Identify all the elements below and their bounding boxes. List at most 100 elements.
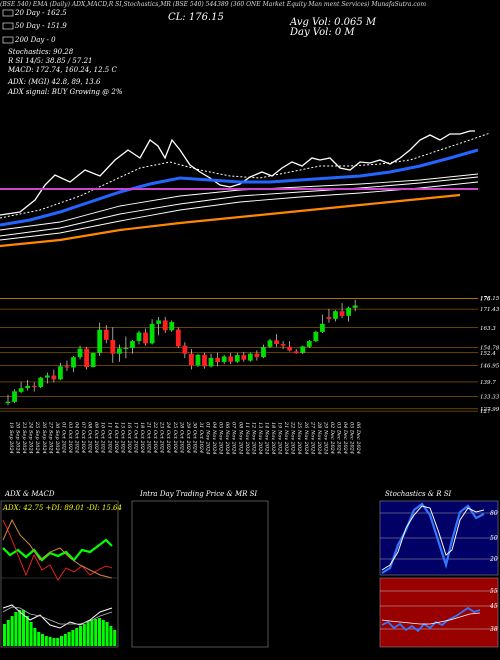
candle-body <box>162 320 168 331</box>
candle-body <box>38 377 44 387</box>
candle <box>261 344 266 359</box>
date-tick-label: 22 Oct 2024 <box>152 421 158 453</box>
stoch-k-line <box>381 502 485 574</box>
date-tick-label: 08 Oct 2024 <box>87 422 93 453</box>
date-tick-label: 23 Oct 2024 <box>159 421 165 453</box>
candle <box>110 327 116 363</box>
date-tick-label: 14 Nov 2024 <box>263 422 269 454</box>
macd-histogram-bar <box>60 636 63 646</box>
date-tick-label: 09 Oct 2024 <box>93 422 99 453</box>
date-tick-label: 13 Nov 2024 <box>257 422 263 454</box>
candle-body <box>44 375 50 378</box>
date-tick-label: 25 Nov 2024 <box>296 421 302 454</box>
price-gridlines <box>0 298 478 412</box>
candle-body <box>274 340 279 345</box>
ema200-label: 200 Day - 0 <box>15 36 56 44</box>
ema-overview <box>0 130 491 248</box>
candle-body <box>5 401 11 404</box>
date-tick-label: 15 Oct 2024 <box>119 422 125 453</box>
candle <box>254 350 260 361</box>
date-tick-label: 03 Oct 2024 <box>67 422 73 453</box>
macd-histogram <box>3 610 117 646</box>
date-tick-label: 04 Dec 2024 <box>342 422 348 454</box>
date-tick-label: 01 Oct 2024 <box>60 422 66 453</box>
macd-line <box>2 604 113 629</box>
candle-body <box>306 341 312 347</box>
candle-body <box>149 323 155 344</box>
date-tick-label: 28 Nov 2024 <box>316 421 322 454</box>
candle <box>149 319 155 345</box>
candle <box>313 330 319 343</box>
adx-values: ADX: 42.75 +DI: 89.01 -DI: 15.64 <box>2 504 122 512</box>
candle <box>90 352 96 368</box>
date-tick-label: 26 Sep 2024 <box>41 421 47 454</box>
candle <box>293 349 299 354</box>
date-tick-label: 07 Nov 2024 <box>231 422 237 454</box>
macd-histogram-bar <box>3 624 6 646</box>
date-tick-label: 24 Sep 2024 <box>28 421 34 454</box>
price-tick-label: 176.15 <box>480 296 500 302</box>
date-tick-label: 21 Oct 2024 <box>146 421 152 453</box>
rsi-tick-38: 38 <box>490 626 498 633</box>
macd-histogram-bar <box>14 612 18 646</box>
adx-signal-label: ADX signal: BUY Growing @ 2% <box>8 88 123 96</box>
macd-histogram-bar <box>44 636 48 646</box>
date-tick-label: 05 Dec 2024 <box>349 422 355 454</box>
candle-body <box>195 354 201 366</box>
date-tick-label: 30 Oct 2024 <box>191 422 197 453</box>
candle-body <box>51 375 57 380</box>
candle-body <box>31 385 37 387</box>
candle <box>58 362 63 381</box>
stochastics-panel: 80 50 20 <box>379 500 499 576</box>
date-tick-label: 16 Oct 2024 <box>126 422 132 453</box>
candle-body <box>313 331 319 342</box>
candle-body <box>352 305 358 308</box>
candles <box>5 299 358 406</box>
macd-histogram-bar <box>90 620 94 646</box>
candle <box>280 341 286 350</box>
price-tick-label: 171.43 <box>480 307 500 313</box>
candle-body <box>215 357 220 362</box>
candle-body <box>333 311 338 319</box>
macd-signal-line <box>2 606 113 625</box>
date-tick-label: 31 Oct 2024 <box>198 422 204 453</box>
candle <box>18 381 24 394</box>
candle-body <box>58 366 63 380</box>
candle <box>274 334 279 347</box>
candle-body <box>189 353 194 366</box>
candle <box>25 380 31 391</box>
candle-body <box>247 353 253 361</box>
candle <box>267 338 273 348</box>
candle <box>346 306 351 322</box>
price-tick-label: 152.4 <box>480 351 496 357</box>
candle-body <box>267 340 273 347</box>
overview-ema-dotted <box>0 132 491 219</box>
candle-body <box>169 322 175 331</box>
rsi-tick-45: 45 <box>489 603 498 610</box>
candle-body <box>241 355 247 360</box>
candle-body <box>254 353 260 358</box>
ema50-label: 50 Day - 151.9 <box>15 22 67 30</box>
macd-histogram-bar <box>63 634 67 646</box>
candle-body <box>136 332 142 342</box>
candle-body <box>293 351 299 354</box>
macd-histogram-bar <box>67 632 71 646</box>
macd-histogram-bar <box>82 624 86 646</box>
candle <box>339 303 345 319</box>
candle-body <box>84 348 89 368</box>
date-tick-label: 12 Nov 2024 <box>250 422 256 454</box>
date-tick-label: 04 Nov 2024 <box>211 422 217 454</box>
candle <box>300 345 306 355</box>
candle <box>77 345 83 360</box>
date-tick-label: 06 Nov 2024 <box>224 422 230 454</box>
candle-body <box>110 339 116 354</box>
candle <box>208 353 214 368</box>
date-tick-label: 25 Sep 2024 <box>34 421 40 454</box>
overview-ema20-line <box>0 148 479 227</box>
macd-histogram-bar <box>94 619 98 646</box>
date-tick-label: 10 Oct 2024 <box>100 422 106 453</box>
macd-histogram-bar <box>33 628 37 646</box>
candle <box>156 316 162 336</box>
candle <box>44 372 50 384</box>
